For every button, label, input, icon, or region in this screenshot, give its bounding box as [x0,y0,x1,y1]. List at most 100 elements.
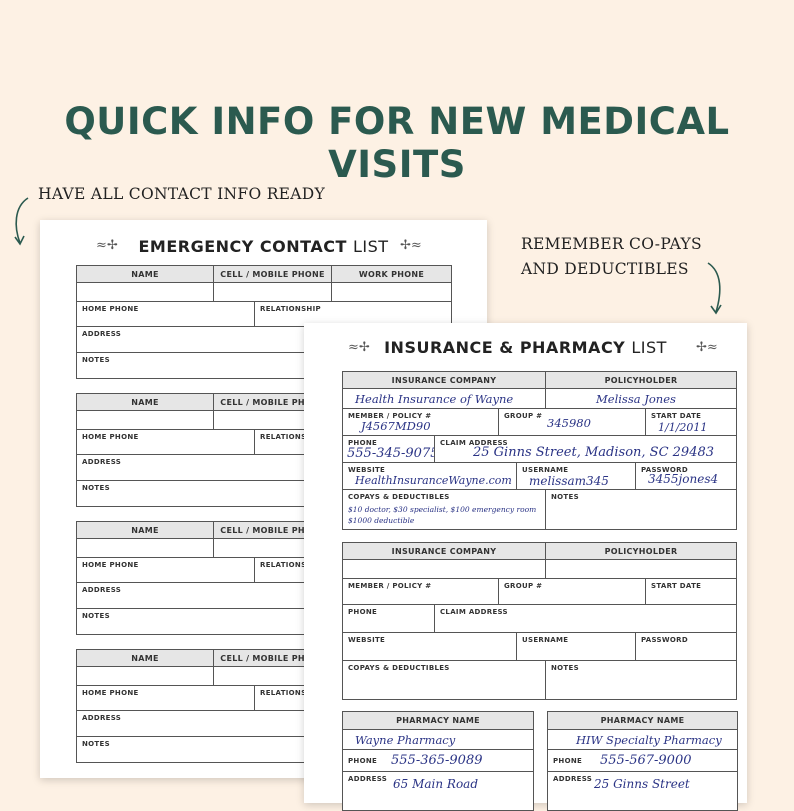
name-header: NAME [76,393,214,411]
work-phone-field[interactable] [331,282,452,302]
notes-label: NOTES [82,356,110,364]
member-policy-field[interactable]: MEMBER / POLICY # J4567MD90 [342,408,499,436]
start-date-field[interactable]: START DATE 1/1/2011 [645,408,737,436]
phone-label: PHONE [348,439,378,447]
name-field[interactable] [76,666,214,686]
notes-field[interactable]: NOTES [545,660,737,700]
home-phone-label: HOME PHONE [82,305,139,313]
website-field[interactable]: WEBSITE HealthInsuranceWayne.com [342,462,517,490]
start-date-value: 1/1/2011 [658,421,708,434]
copays-field[interactable]: COPAYS & DEDUCTIBLES $10 doctor, $30 spec… [342,489,546,530]
copays-value-line1: $10 doctor, $30 specialist, $100 emergen… [348,505,537,514]
title-bold: EMERGENCY CONTACT [138,237,347,256]
policyholder-value: Melissa Jones [596,392,676,406]
pharmacy-phone-value: 555-365-9089 [391,753,483,768]
copays-label: COPAYS & DEDUCTIBLES [348,664,450,672]
title-bold: INSURANCE & PHARMACY [384,338,626,357]
member-policy-value: J4567MD90 [361,419,431,433]
start-date-field[interactable]: START DATE [645,578,737,605]
phone-value: 555-345-9075 [347,446,439,461]
website-field[interactable]: WEBSITE [342,632,517,661]
member-policy-label: MEMBER / POLICY # [348,412,432,420]
notes-label: NOTES [551,493,579,501]
pharmacy-phone-field[interactable]: PHONE 555-567-9000 [547,749,738,772]
insurance-pharmacy-sheet: ≈✢ INSURANCE & PHARMACY LIST ✢≈ INSURANC… [304,323,747,811]
cell-phone-header: CELL / MOBILE PHONE [213,265,332,283]
name-field[interactable] [76,538,214,558]
pharmacy-phone-value: 555-567-9000 [600,753,692,768]
group-label: GROUP # [504,412,543,420]
address-label: ADDRESS [82,586,122,594]
copays-label: COPAYS & DEDUCTIBLES [348,493,450,501]
relationship-label: RELATIONSHIP [260,433,321,441]
claim-address-label: CLAIM ADDRESS [440,608,508,616]
start-date-label: START DATE [651,412,702,420]
phone-field[interactable]: PHONE 555-345-9075 [342,435,439,463]
home-phone-label: HOME PHONE [82,561,139,569]
username-field[interactable]: USERNAME [516,632,636,661]
curved-arrow-icon [707,262,722,315]
notes-label: NOTES [82,740,110,748]
home-phone-field[interactable]: HOME PHONE [76,301,255,327]
pharmacy-name-field[interactable]: Wayne Pharmacy [342,729,534,750]
pharmacy-name-value: HIW Specialty Pharmacy [576,733,722,747]
group-label: GROUP # [504,582,543,590]
username-label: USERNAME [522,636,569,644]
phone-field[interactable]: PHONE [342,604,435,633]
cell-phone-field[interactable] [213,282,332,302]
policyholder-header: POLICYHOLDER [545,542,737,560]
pharmacy-name-value: Wayne Pharmacy [355,733,456,747]
notes-field[interactable]: NOTES [545,489,737,530]
member-policy-field[interactable]: MEMBER / POLICY # [342,578,499,605]
pharmacy-address-field[interactable]: ADDRESS 25 Ginns Street [547,771,738,811]
relationship-label: RELATIONSHIP [260,305,321,313]
headline: QUICK INFO FOR NEW MEDICAL VISITS [64,100,730,186]
pharmacy-address-value: 25 Ginns Street [594,777,690,791]
pharmacy-name-field[interactable]: HIW Specialty Pharmacy [547,729,738,750]
pharmacy-address-field[interactable]: ADDRESS 65 Main Road [342,771,534,811]
curved-arrow-icon [14,197,29,246]
home-phone-field[interactable]: HOME PHONE [76,429,255,455]
group-field[interactable]: GROUP # [498,578,646,605]
policyholder-header: POLICYHOLDER [545,371,737,389]
policyholder-field[interactable] [545,559,737,579]
phone-label: PHONE [348,608,378,616]
title-light: LIST [352,237,389,256]
home-phone-field[interactable]: HOME PHONE [76,685,255,711]
username-value: melissam345 [529,474,609,488]
home-phone-label: HOME PHONE [82,689,139,697]
name-header: NAME [76,265,214,283]
insurance-company-field[interactable] [342,559,546,579]
copays-field[interactable]: COPAYS & DEDUCTIBLES [342,660,546,700]
password-field[interactable]: PASSWORD 3455jones4 [635,462,737,490]
name-header: NAME [76,521,214,539]
pharmacy-phone-field[interactable]: PHONE 555-365-9089 [342,749,534,772]
claim-address-field[interactable]: CLAIM ADDRESS [434,604,737,633]
policyholder-field[interactable]: Melissa Jones [545,388,737,409]
start-date-label: START DATE [651,582,702,590]
callout-copays-1: REMEMBER CO-PAYS [521,235,702,253]
member-policy-label: MEMBER / POLICY # [348,582,432,590]
insurance-company-value: Health Insurance of Wayne [355,392,514,406]
claim-address-field[interactable]: CLAIM ADDRESS 25 Ginns Street, Madison, S… [434,435,737,463]
name-field[interactable] [76,410,214,430]
title-light: LIST [631,338,667,357]
group-value: 345980 [547,416,591,430]
insurance-company-field[interactable]: Health Insurance of Wayne [342,388,546,409]
claim-address-value: 25 Ginns Street, Madison, SC 29483 [473,445,715,460]
username-field[interactable]: USERNAME melissam345 [516,462,636,490]
website-label: WEBSITE [348,466,386,474]
work-phone-header: WORK PHONE [331,265,452,283]
password-value: 3455jones4 [648,472,719,486]
password-field[interactable]: PASSWORD [635,632,737,661]
name-field[interactable] [76,282,214,302]
group-field[interactable]: GROUP # 345980 [498,408,646,436]
relationship-label: RELATIONSHIP [260,689,321,697]
address-label: ADDRESS [82,330,122,338]
claim-address-label: CLAIM ADDRESS [440,439,508,447]
home-phone-label: HOME PHONE [82,433,139,441]
home-phone-field[interactable]: HOME PHONE [76,557,255,583]
emergency-sheet-title: EMERGENCY CONTACT LIST [40,237,487,256]
password-label: PASSWORD [641,466,688,474]
insurance-company-header: INSURANCE COMPANY [342,371,546,389]
